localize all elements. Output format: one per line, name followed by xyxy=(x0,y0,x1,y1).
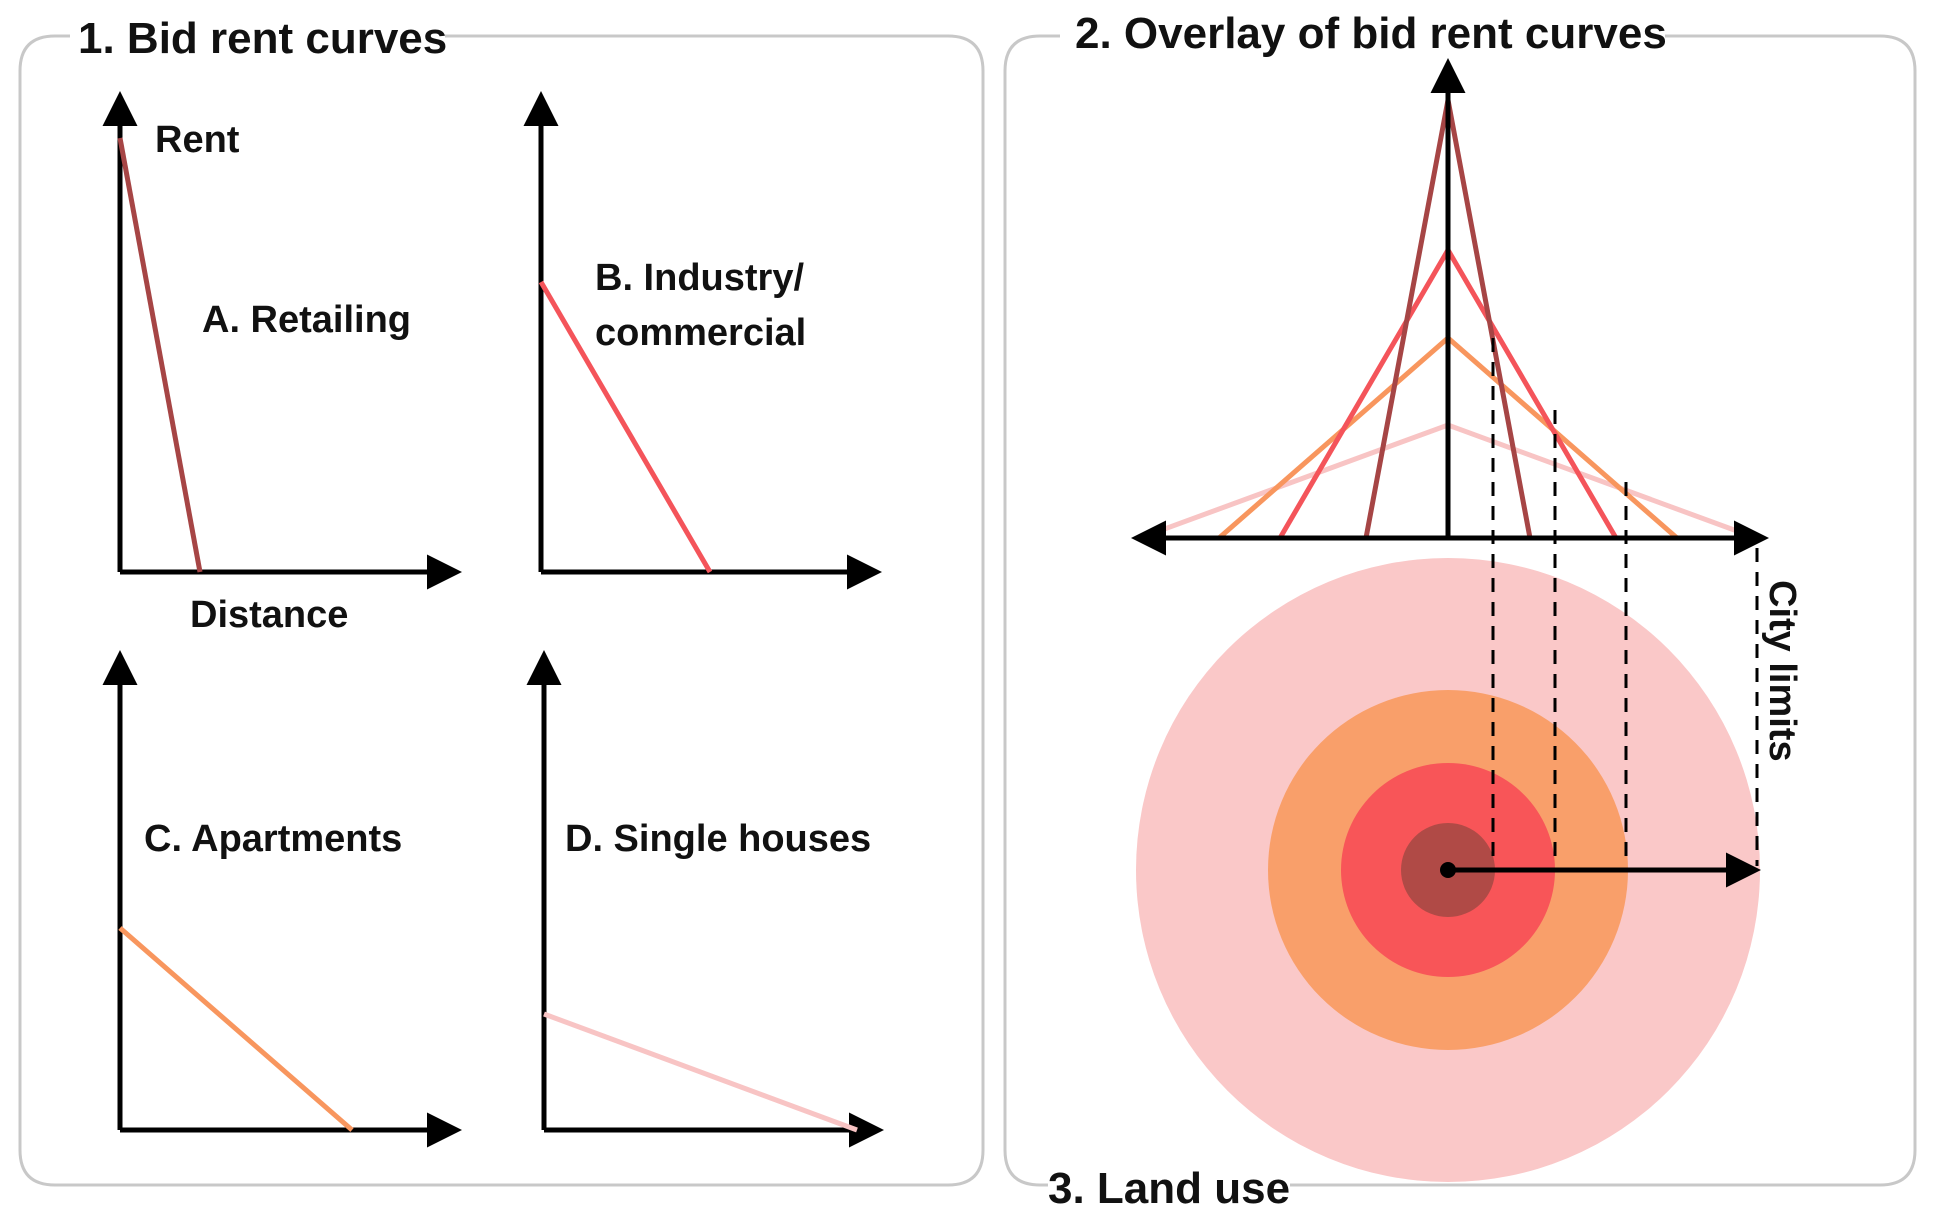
panel-1-frame xyxy=(18,34,985,1187)
distance-axis-label: Distance xyxy=(190,594,348,636)
single-houses-label: D. Single houses xyxy=(565,818,871,860)
chart-c-apartments: C. Apartments xyxy=(102,650,462,1148)
city-limits-label: City limits xyxy=(1761,580,1803,762)
industry-label-line1: B. Industry/ xyxy=(595,257,804,299)
apartments-label: C. Apartments xyxy=(144,818,402,860)
apartments-curve xyxy=(118,926,354,1132)
overlay-chart: City limits xyxy=(1131,58,1803,888)
chart-b-industry: B. Industry/ commercial xyxy=(523,91,882,590)
chart-d-single-houses: D. Single houses xyxy=(526,650,884,1148)
retailing-label: A. Retailing xyxy=(202,299,411,341)
industry-label-line2: commercial xyxy=(595,312,806,354)
panel-2-frame xyxy=(1003,34,1917,1187)
retailing-curve xyxy=(117,137,203,573)
chart-a-retailing: Rent Distance A. Retailing xyxy=(102,91,462,636)
industry-curve xyxy=(538,280,713,574)
panel-1-title: 1. Bid rent curves xyxy=(78,14,447,63)
rent-axis-label: Rent xyxy=(155,119,240,161)
city-center-dot xyxy=(1440,862,1456,878)
panel-2-title: 2. Overlay of bid rent curves xyxy=(1075,9,1667,58)
panel-3-title: 3. Land use xyxy=(1048,1164,1290,1213)
single-houses-curve xyxy=(543,1011,858,1133)
